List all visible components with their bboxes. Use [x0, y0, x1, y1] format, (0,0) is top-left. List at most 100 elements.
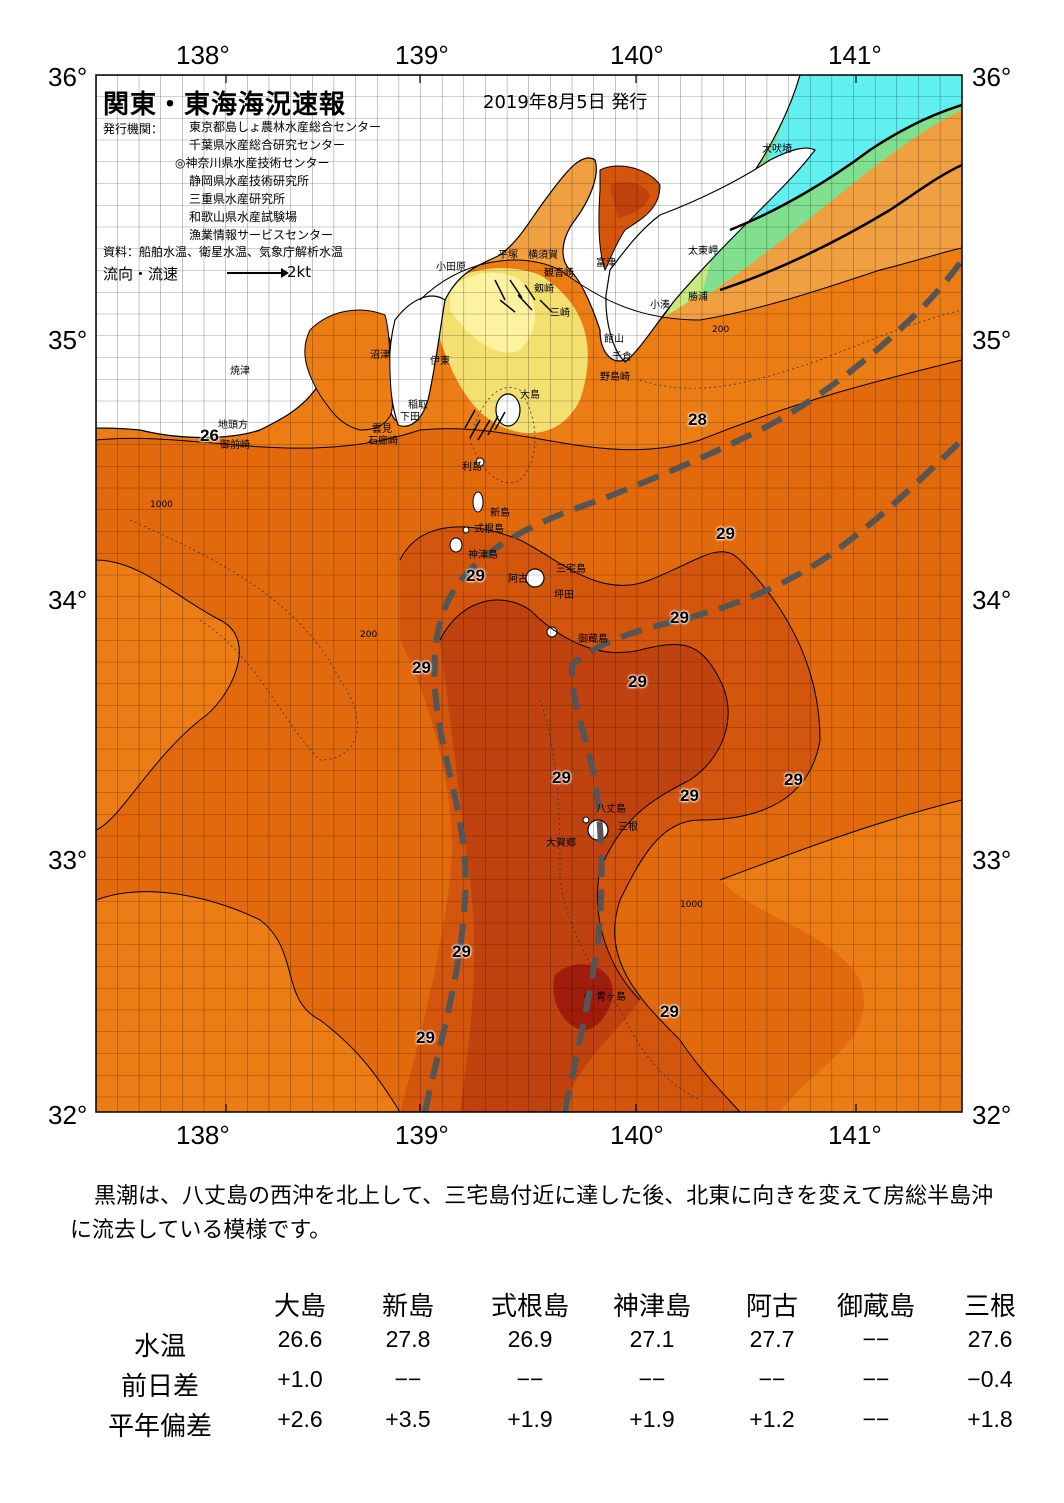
depth-label: 200 — [360, 630, 378, 640]
isotherm-label: 29 — [680, 786, 699, 805]
table-row: 前日差 +1.0 −− −− −− −− −− −0.4 — [100, 1366, 1020, 1406]
lon-tick-top: 140° — [610, 40, 664, 70]
lat-tick-left: 32° — [48, 1100, 88, 1130]
lat-tick-right: 33° — [972, 845, 1012, 875]
isotherm-label: 29 — [784, 770, 803, 789]
isotherm-label: 28 — [688, 410, 707, 429]
issuer-item: 静岡県水産技術研究所 — [189, 174, 310, 188]
place-label: 三崎 — [550, 308, 570, 319]
lat-lon-grid — [96, 75, 962, 1112]
table-header-row: 大島 新島 式根島 神津島 阿古 御蔵島 三根 — [100, 1286, 1020, 1326]
issuer-label: 発行機関： — [103, 122, 164, 136]
place-label: 御前崎 — [220, 440, 250, 451]
table-cell: +1.9 — [507, 1406, 553, 1432]
place-label: 観音崎 — [544, 268, 574, 279]
table-cell: +2.6 — [277, 1406, 323, 1432]
place-label: 焼津 — [230, 366, 250, 377]
isotherm-label: 29 — [412, 658, 431, 677]
table-cell: 26.6 — [277, 1326, 323, 1352]
comment-text: 黒潮は、八丈島の西沖を北上して、三宅島付近に達した後、北東に向きを変えて房総半島… — [70, 1184, 994, 1243]
isotherm-label: 29 — [552, 768, 571, 787]
place-label: 下田 — [400, 412, 420, 423]
lat-tick-left: 36° — [48, 62, 88, 92]
depth-label: 1000 — [150, 500, 173, 510]
place-label: 八丈島 — [596, 804, 626, 815]
lon-tick-bottom: 138° — [176, 1120, 230, 1150]
isotherm-label: 29 — [466, 566, 485, 585]
current-legend: 流向・流速 2kt — [103, 263, 311, 284]
place-label: 伊東 — [430, 356, 450, 367]
lon-tick-bottom: 140° — [610, 1120, 664, 1150]
table-column-header: 御蔵島 — [836, 1292, 915, 1322]
issuer-item: 三重県水産研究所 — [189, 192, 286, 206]
place-label: 新島 — [490, 508, 510, 519]
table-cell: +1.0 — [277, 1366, 323, 1392]
table-row: 水温 26.6 27.8 26.9 27.1 27.7 −− 27.6 — [100, 1326, 1020, 1366]
place-label: 太東岬 — [688, 246, 718, 257]
table-column-header: 大島 — [273, 1292, 326, 1322]
kuroshio-axis-east — [562, 437, 962, 1112]
place-label: 三根 — [618, 822, 638, 833]
lat-tick-right: 36° — [972, 62, 1012, 92]
table-cell: +3.5 — [385, 1406, 431, 1432]
table-column-header: 式根島 — [490, 1292, 569, 1322]
legend-label: 流向・流速 — [103, 265, 179, 283]
frame-ticks — [225, 75, 857, 1112]
legend-speed: 2kt — [287, 263, 312, 281]
table-cell: −− — [862, 1326, 890, 1352]
place-label: 三宅島 — [556, 564, 586, 575]
table-cell: 27.1 — [629, 1326, 675, 1352]
row-label: 平年偏差 — [107, 1412, 212, 1442]
data-sources: 資料：船舶水温、衛星水温、気象庁解析水温 — [103, 245, 344, 259]
table-cell: −− — [758, 1366, 786, 1392]
lon-tick-top: 139° — [395, 40, 449, 70]
isotherm-label: 29 — [452, 942, 471, 961]
lon-tick-top: 138° — [176, 40, 230, 70]
lon-tick-top: 141° — [828, 40, 882, 70]
place-label: 石廊崎 — [368, 436, 398, 447]
row-label: 水温 — [133, 1332, 186, 1362]
place-label: 稲取 — [408, 400, 428, 411]
place-label: 小田原 — [436, 262, 466, 273]
table-cell: 27.8 — [385, 1326, 431, 1352]
table-cell: +1.8 — [967, 1406, 1013, 1432]
isotherm-label: 26 — [200, 426, 219, 445]
lat-tick-left: 35° — [48, 325, 88, 355]
table-cell: +1.2 — [749, 1406, 795, 1432]
lat-tick-right: 35° — [972, 325, 1012, 355]
place-label: 坪田 — [554, 590, 574, 601]
isotherm-label: 29 — [670, 608, 689, 627]
issuer-item: 千葉県水産総合研究センター — [189, 138, 346, 152]
place-label: 横須賀 — [528, 250, 558, 261]
place-label: 千倉 — [612, 352, 632, 363]
lon-tick-bottom: 139° — [395, 1120, 449, 1150]
table-cell: −− — [394, 1366, 422, 1392]
place-label: 式根島 — [474, 524, 504, 535]
place-label: 沼津 — [370, 350, 390, 361]
table-cell: −− — [638, 1366, 666, 1392]
place-label: 小湊 — [650, 300, 670, 311]
place-label: 野島崎 — [600, 372, 630, 383]
place-label: 大賀郷 — [546, 838, 576, 849]
table-column-header: 三根 — [963, 1292, 1016, 1322]
arrow-icon — [227, 268, 289, 278]
place-label: 勝浦 — [688, 292, 708, 303]
table-cell: +1.9 — [629, 1406, 675, 1432]
issue-date: 2019年8月5日 発行 — [483, 92, 648, 113]
place-label: 富津 — [596, 258, 616, 269]
isotherm-label: 29 — [416, 1028, 435, 1047]
issuer-item: 東京都島しょ農林水産総合センター — [189, 120, 382, 134]
issuer-item: 漁業情報サービスセンター — [189, 228, 334, 242]
page-title: 関東・東海海況速報 — [103, 90, 347, 120]
table-cell: −− — [862, 1366, 890, 1392]
table-cell: 27.6 — [967, 1326, 1013, 1352]
place-label: 御蔵島 — [578, 634, 608, 645]
place-label: 平塚 — [498, 250, 518, 261]
isotherm-label: 29 — [628, 672, 647, 691]
place-label: 雲見 — [372, 424, 392, 435]
lat-tick-right: 34° — [972, 585, 1012, 615]
lat-tick-left: 33° — [48, 845, 88, 875]
issuer-item: ◎神奈川県水産技術センター — [175, 156, 330, 170]
kuroshio-axis-west — [422, 258, 962, 1112]
depth-label: 200 — [712, 325, 730, 335]
